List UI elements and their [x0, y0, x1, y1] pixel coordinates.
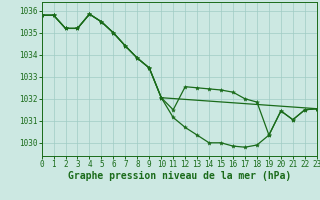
X-axis label: Graphe pression niveau de la mer (hPa): Graphe pression niveau de la mer (hPa)	[68, 171, 291, 181]
